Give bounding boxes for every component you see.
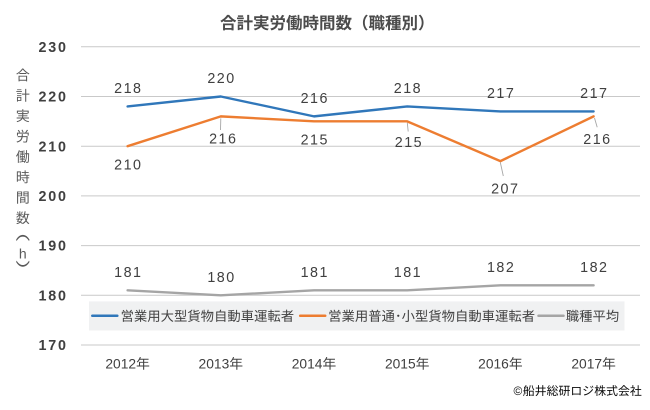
svg-text:216: 216 bbox=[301, 91, 329, 107]
svg-text:©: © bbox=[514, 384, 523, 398]
svg-text:182: 182 bbox=[487, 260, 515, 276]
svg-text:181: 181 bbox=[394, 265, 422, 281]
svg-text:2014: 2014 bbox=[292, 356, 323, 371]
svg-text:181: 181 bbox=[301, 265, 329, 281]
svg-text:180: 180 bbox=[207, 270, 235, 286]
svg-text:190: 190 bbox=[39, 239, 68, 255]
svg-text:2016: 2016 bbox=[478, 356, 509, 371]
svg-text:2013: 2013 bbox=[199, 356, 230, 371]
svg-text:220: 220 bbox=[207, 71, 235, 87]
svg-text:218: 218 bbox=[114, 81, 142, 97]
svg-text:217: 217 bbox=[580, 86, 608, 102]
svg-text:215: 215 bbox=[301, 133, 329, 149]
svg-text:216: 216 bbox=[583, 132, 611, 148]
svg-text:218: 218 bbox=[394, 81, 422, 97]
svg-text:207: 207 bbox=[491, 181, 519, 197]
svg-text:215: 215 bbox=[395, 135, 423, 151]
svg-text:h: h bbox=[19, 245, 27, 261]
svg-text:216: 216 bbox=[209, 132, 237, 148]
svg-text:2012: 2012 bbox=[105, 356, 136, 371]
svg-text:210: 210 bbox=[114, 158, 142, 174]
svg-text:182: 182 bbox=[580, 260, 608, 276]
svg-text:230: 230 bbox=[39, 40, 68, 56]
svg-text:170: 170 bbox=[39, 338, 68, 354]
svg-text:220: 220 bbox=[39, 90, 68, 106]
svg-text:181: 181 bbox=[114, 265, 142, 281]
svg-text:210: 210 bbox=[39, 139, 68, 155]
svg-text:2017: 2017 bbox=[571, 356, 602, 371]
svg-text:217: 217 bbox=[487, 86, 515, 102]
svg-text:180: 180 bbox=[39, 288, 68, 304]
svg-text:200: 200 bbox=[39, 189, 68, 205]
svg-text:2015: 2015 bbox=[385, 356, 416, 371]
